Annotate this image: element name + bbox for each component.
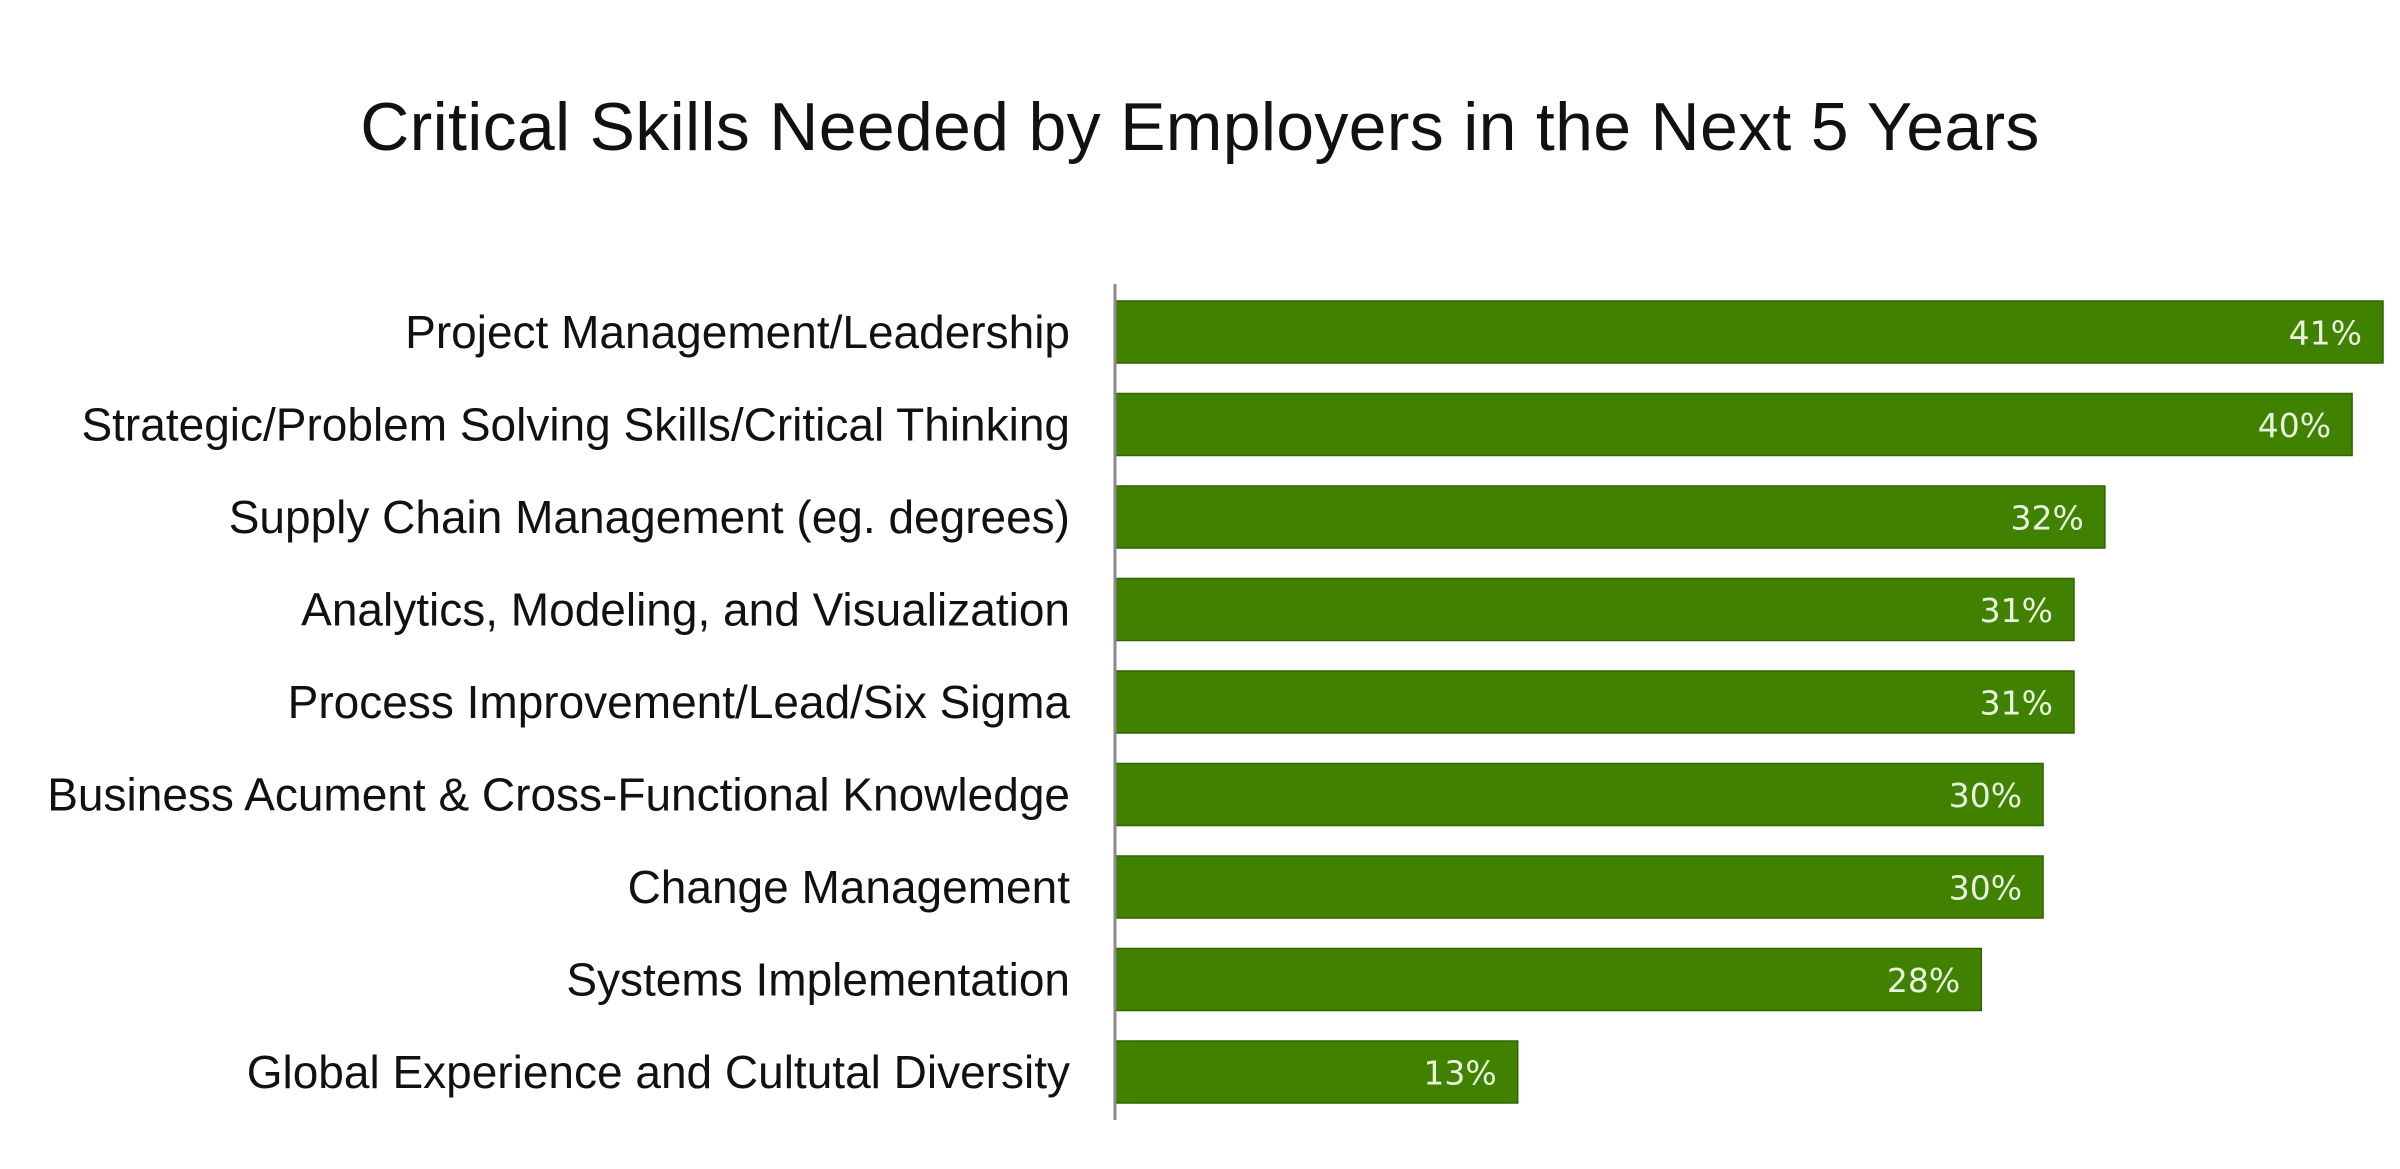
data-label: 31% [1980,591,2053,630]
data-label: 41% [2289,314,2362,353]
data-label: 28% [1887,961,1960,1000]
value-labels: 41% 40% 32% 31% 31% 30% 30% 28% 13% [1423,314,2362,1093]
bar [1115,1040,1519,1104]
data-label: 31% [1980,684,2053,723]
bars-layer [1115,300,2384,1104]
category-labels: Project Management/Leadership Strategic/P… [47,306,1070,1098]
chart-title: Critical Skills Needed by Employers in t… [360,89,2040,165]
data-label: 30% [1949,776,2022,815]
bar [1115,485,2106,549]
data-label: 13% [1423,1054,1496,1093]
bar [1115,392,2353,457]
category-label: Process Improvement/Lead/Six Sigma [288,676,1071,728]
bar [1115,947,1983,1012]
bar [1115,670,2075,734]
category-label: Project Management/Leadership [405,306,1070,358]
category-label: Analytics, Modeling, and Visualization [301,584,1070,636]
category-label: Strategic/Problem Solving Skills/Critica… [81,399,1070,451]
bar [1115,762,2044,827]
bar [1115,577,2075,642]
category-label: Business Acument & Cross-Functional Know… [47,769,1070,821]
category-label: Systems Implementation [566,954,1070,1006]
data-label: 30% [1949,869,2022,908]
data-label: 32% [2011,499,2084,538]
data-label: 40% [2258,406,2331,445]
category-label: Change Management [628,861,1071,913]
bar [1115,855,2044,919]
category-label: Global Experience and Cultutal Diversity [247,1046,1070,1098]
bar [1115,300,2384,364]
category-label: Supply Chain Management (eg. degrees) [229,491,1070,543]
